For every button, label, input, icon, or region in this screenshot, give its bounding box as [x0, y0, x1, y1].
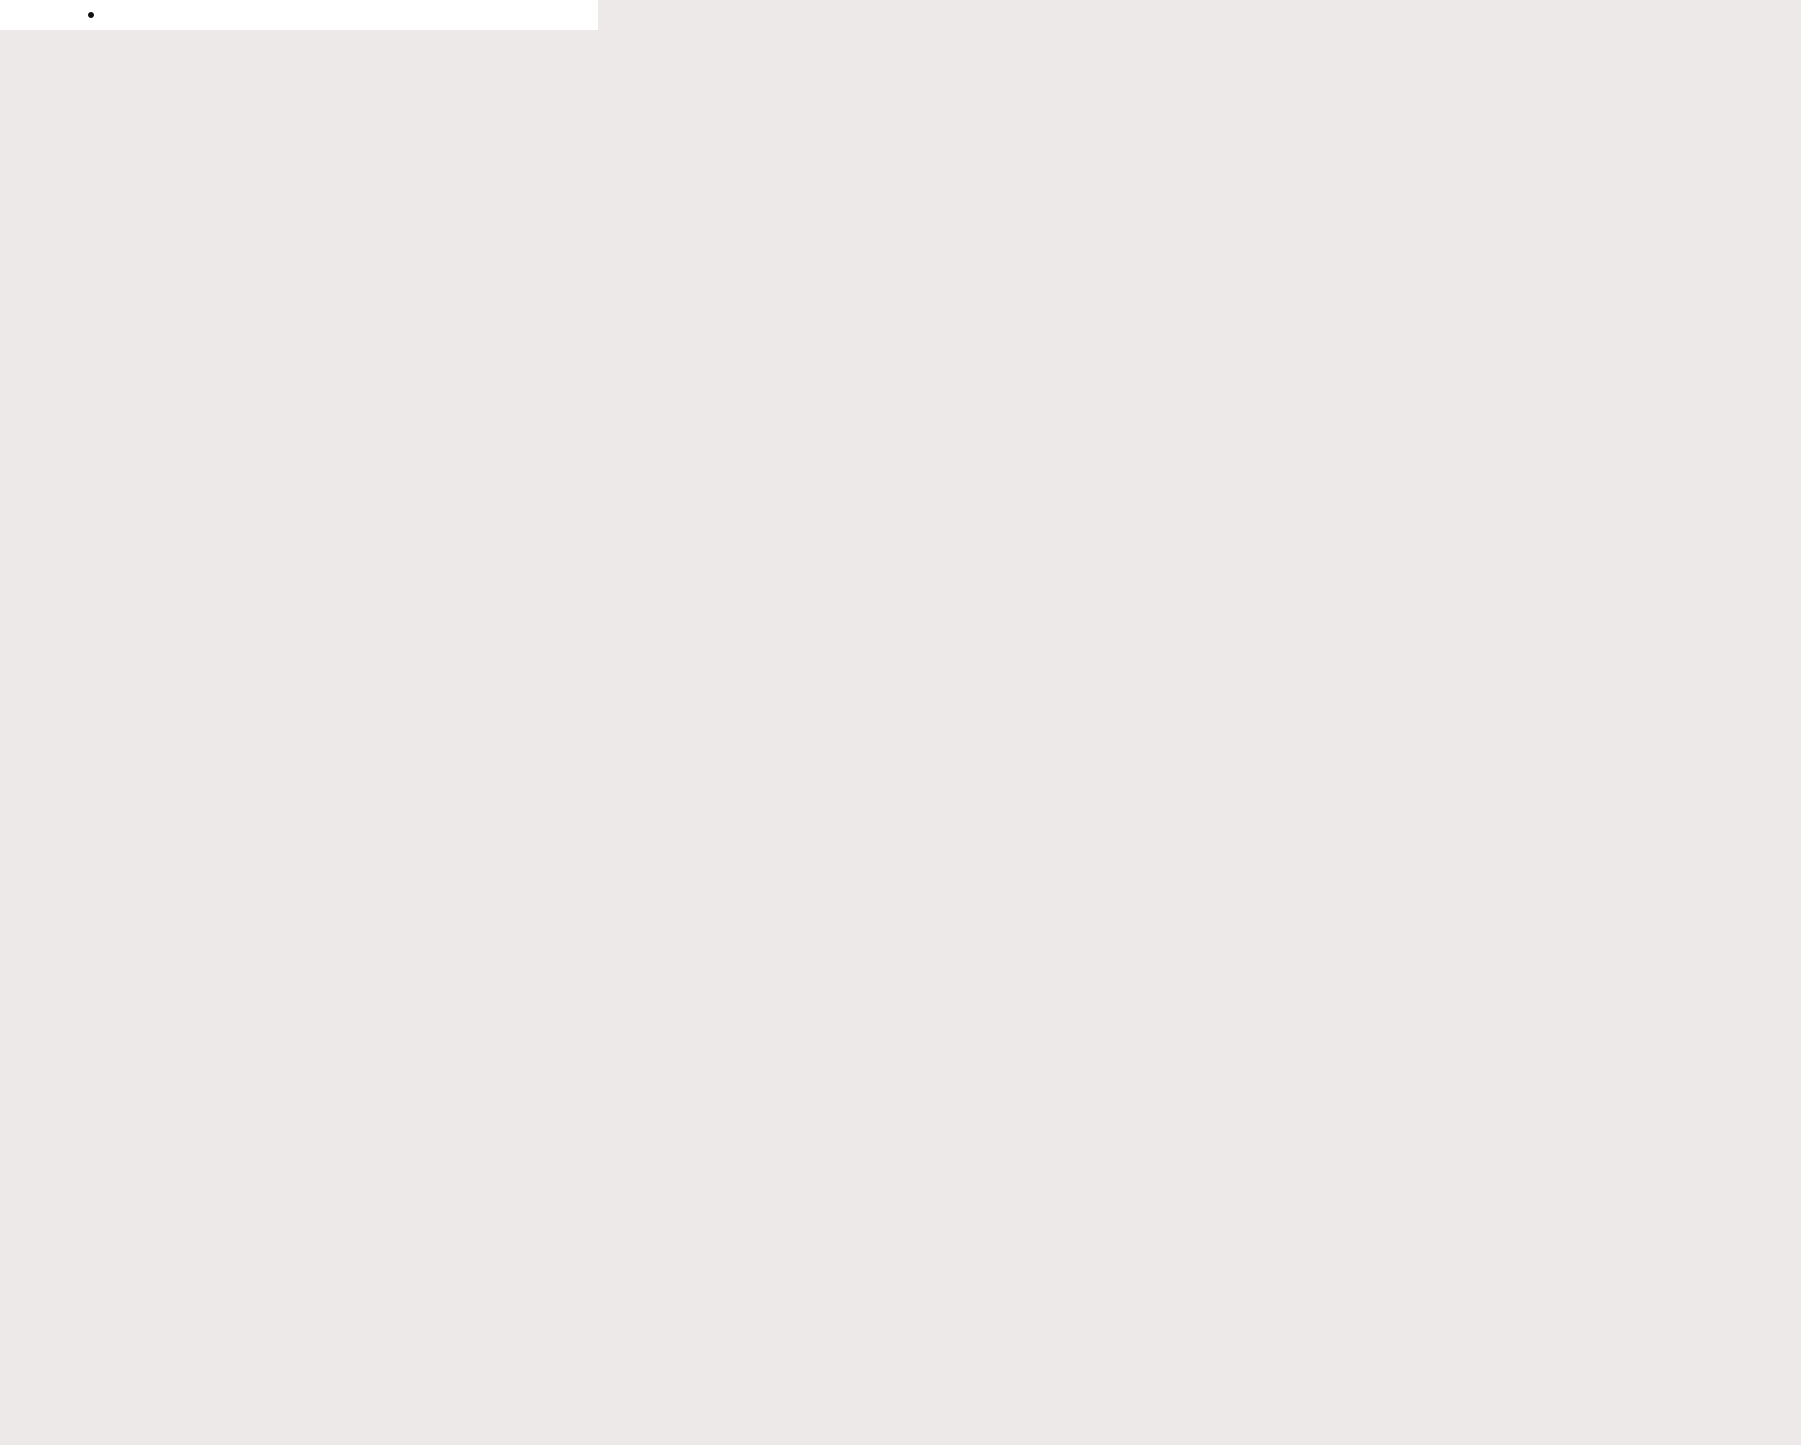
legend-deps-no-res: [370, 0, 534, 30]
legend-dashed-arrow-icon: [394, 0, 534, 30]
legend-task-pill-icon: [88, 12, 94, 18]
legend-deps: [150, 0, 314, 30]
legend-tasks: [64, 12, 94, 18]
legend: [0, 0, 598, 30]
nodes-layer: [0, 0, 1801, 1445]
legend-arrow-icon: [174, 0, 314, 30]
